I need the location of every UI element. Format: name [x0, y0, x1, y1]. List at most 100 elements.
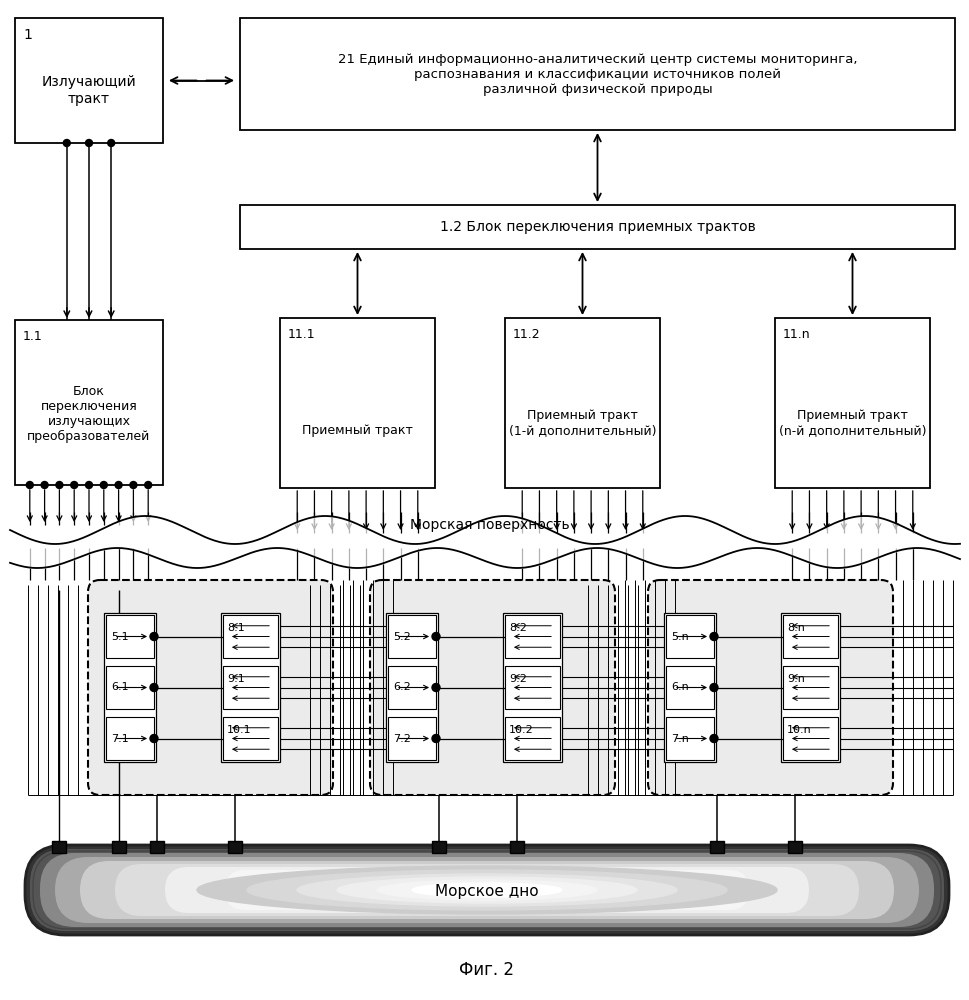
Text: 1: 1 — [23, 28, 32, 42]
Bar — [505, 717, 559, 760]
Circle shape — [709, 734, 717, 742]
Text: 7.1: 7.1 — [110, 734, 129, 744]
Bar — [431, 841, 445, 853]
Bar — [505, 666, 559, 709]
Bar — [104, 613, 156, 762]
Bar — [782, 666, 837, 709]
Text: 5.1: 5.1 — [110, 632, 129, 642]
Circle shape — [431, 734, 440, 742]
Bar — [709, 841, 723, 853]
Text: Приемный тракт
(1-й дополнительный): Приемный тракт (1-й дополнительный) — [508, 409, 656, 437]
Bar — [774, 318, 929, 488]
FancyBboxPatch shape — [115, 864, 859, 916]
Bar — [510, 841, 523, 853]
Text: 10.n: 10.n — [786, 725, 811, 735]
Ellipse shape — [447, 886, 526, 894]
Text: 1.2 Блок переключения приемных трактов: 1.2 Блок переключения приемных трактов — [439, 220, 755, 234]
Bar — [388, 717, 435, 760]
Bar — [666, 666, 713, 709]
FancyBboxPatch shape — [40, 853, 933, 927]
Text: Приемный тракт: Приемный тракт — [301, 409, 413, 437]
FancyBboxPatch shape — [165, 867, 808, 913]
Circle shape — [130, 482, 137, 488]
Circle shape — [709, 633, 717, 641]
Bar — [223, 666, 278, 709]
Text: 1.1: 1.1 — [23, 330, 43, 343]
Bar — [239, 18, 954, 130]
Text: Блок
переключения
излучающих
преобразователей: Блок переключения излучающих преобразова… — [27, 385, 150, 443]
Bar — [223, 717, 278, 760]
Bar — [664, 613, 715, 762]
Circle shape — [85, 482, 92, 488]
FancyBboxPatch shape — [334, 875, 639, 905]
Bar — [106, 717, 154, 760]
Text: 8.n: 8.n — [786, 623, 804, 633]
Text: 9.n: 9.n — [786, 674, 804, 684]
Text: 10.2: 10.2 — [509, 725, 533, 735]
Bar — [666, 717, 713, 760]
Text: 9.2: 9.2 — [509, 674, 526, 684]
FancyBboxPatch shape — [88, 580, 332, 795]
Text: 6.1: 6.1 — [110, 682, 129, 692]
Circle shape — [26, 482, 33, 488]
Ellipse shape — [197, 866, 776, 914]
Circle shape — [85, 140, 92, 147]
Bar — [505, 615, 559, 658]
Text: 11.n: 11.n — [782, 328, 810, 341]
FancyBboxPatch shape — [225, 870, 748, 910]
Text: 5.2: 5.2 — [392, 632, 410, 642]
Bar — [666, 615, 713, 658]
FancyBboxPatch shape — [369, 580, 614, 795]
Bar — [787, 841, 801, 853]
FancyBboxPatch shape — [647, 580, 892, 795]
Bar — [780, 613, 839, 762]
Text: 8.1: 8.1 — [227, 623, 244, 633]
Text: Фиг. 2: Фиг. 2 — [459, 961, 514, 979]
Circle shape — [144, 482, 151, 488]
Bar — [280, 318, 434, 488]
Bar — [239, 205, 954, 249]
Circle shape — [71, 482, 78, 488]
Text: 7.n: 7.n — [671, 734, 688, 744]
Bar — [505, 318, 659, 488]
Ellipse shape — [437, 885, 537, 895]
Bar — [223, 615, 278, 658]
Ellipse shape — [247, 870, 726, 910]
Ellipse shape — [297, 874, 676, 906]
Bar — [52, 841, 66, 853]
Text: 5.n: 5.n — [671, 632, 688, 642]
Ellipse shape — [412, 883, 561, 897]
Text: Морское дно: Морское дно — [435, 884, 538, 899]
FancyBboxPatch shape — [25, 845, 948, 935]
Bar — [388, 666, 435, 709]
Bar — [15, 18, 163, 143]
Text: 21 Единый информационно-аналитический центр системы мониторинга,
распознавания и: 21 Единый информационно-аналитический це… — [337, 53, 857, 96]
Bar — [388, 615, 435, 658]
Text: Приемный тракт
(n-й дополнительный): Приемный тракт (n-й дополнительный) — [778, 409, 925, 437]
Text: Излучающий
тракт: Излучающий тракт — [42, 75, 137, 106]
Bar — [782, 717, 837, 760]
Circle shape — [100, 482, 108, 488]
Text: 9.1: 9.1 — [227, 674, 244, 684]
Text: 6.n: 6.n — [671, 682, 688, 692]
Text: 8.2: 8.2 — [509, 623, 526, 633]
Text: 11.1: 11.1 — [288, 328, 315, 341]
Bar — [149, 841, 164, 853]
Circle shape — [431, 684, 440, 692]
Circle shape — [150, 633, 158, 641]
Bar — [106, 666, 154, 709]
Circle shape — [115, 482, 122, 488]
Bar — [106, 615, 154, 658]
Circle shape — [108, 140, 114, 147]
Bar — [503, 613, 561, 762]
Bar — [228, 841, 241, 853]
Circle shape — [709, 684, 717, 692]
Bar — [111, 841, 125, 853]
FancyBboxPatch shape — [30, 849, 943, 931]
Ellipse shape — [377, 880, 596, 900]
Bar — [15, 320, 163, 485]
Circle shape — [150, 684, 158, 692]
Text: 11.2: 11.2 — [513, 328, 540, 341]
Circle shape — [150, 734, 158, 742]
FancyBboxPatch shape — [55, 857, 918, 923]
